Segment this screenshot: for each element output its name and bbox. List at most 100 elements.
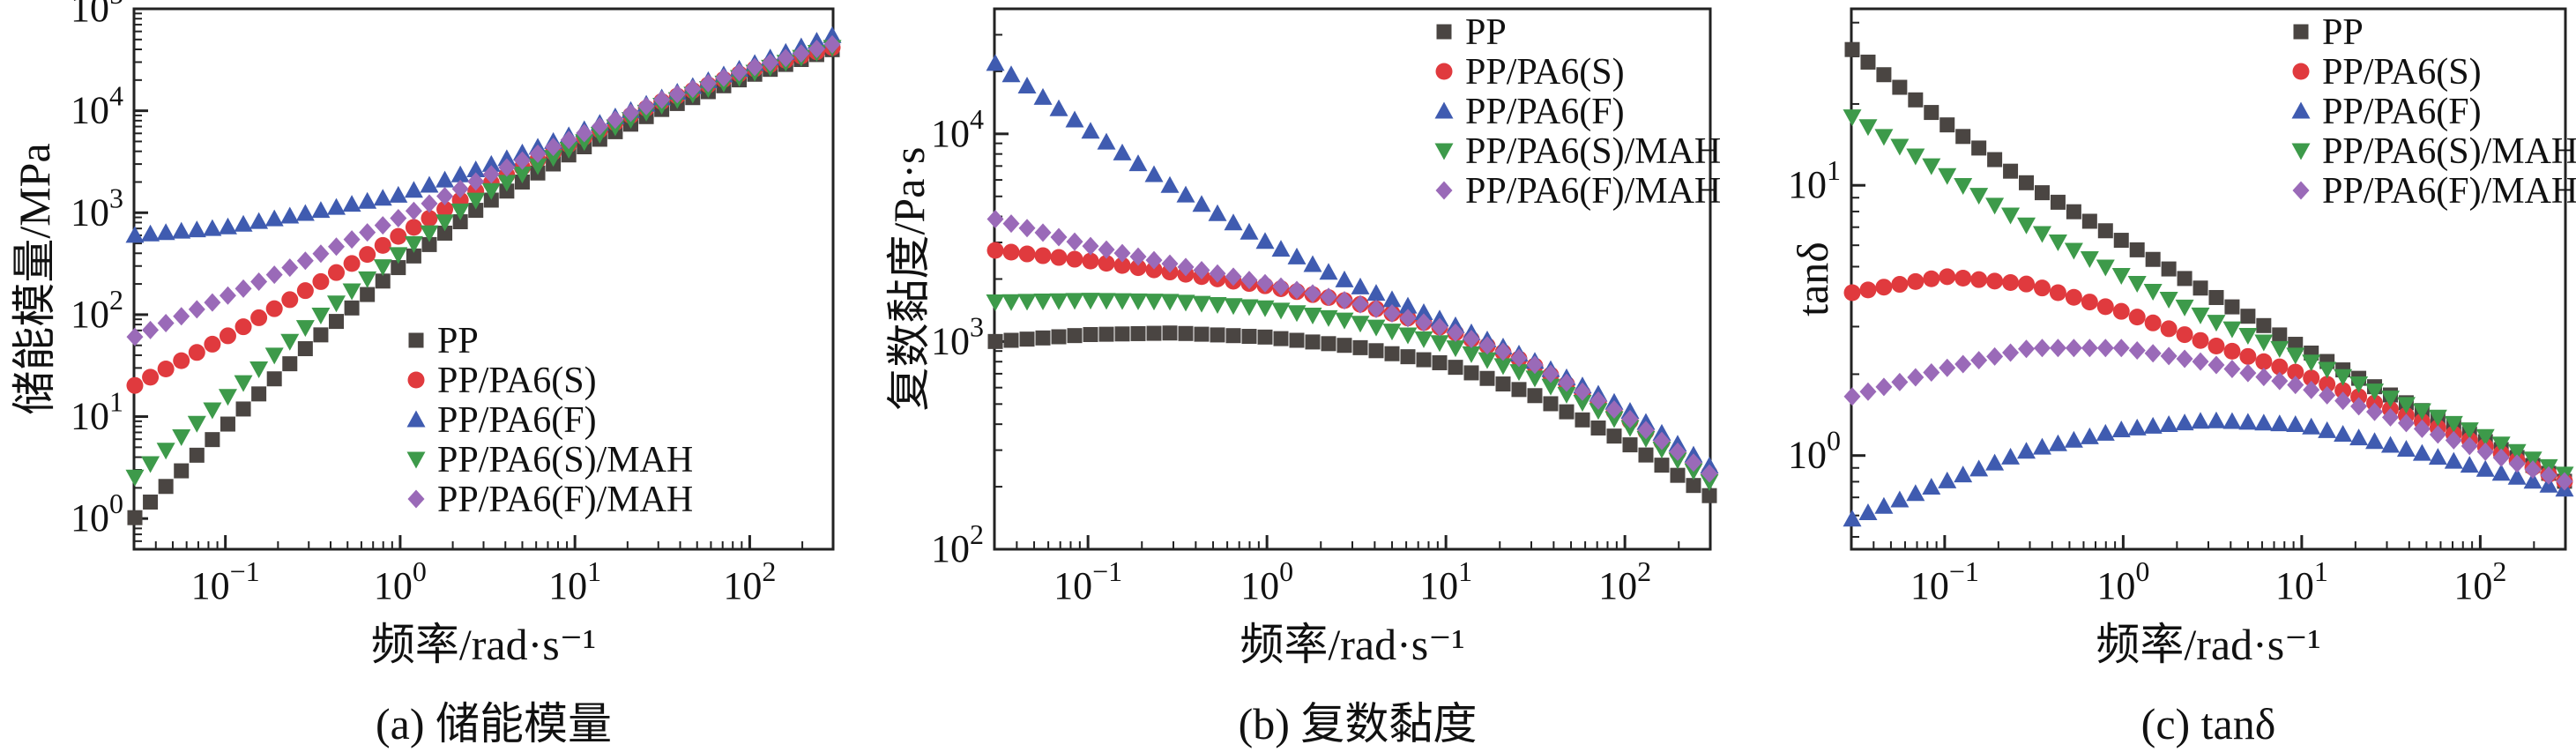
data-point: [1351, 294, 1369, 314]
data-point: [1050, 249, 1068, 266]
data-point: [1224, 213, 1243, 231]
data-point: [1320, 287, 1337, 307]
data-point: [421, 194, 438, 213]
data-point: [1971, 140, 1987, 156]
data-point: [2492, 448, 2510, 467]
data-point: [2222, 321, 2242, 339]
data-point: [2318, 421, 2337, 438]
data-point: [793, 44, 810, 63]
data-point: [1621, 409, 1639, 428]
data-point: [358, 271, 377, 288]
data-point: [2523, 451, 2542, 469]
data-point: [1113, 143, 1132, 160]
data-point: [1414, 302, 1433, 320]
data-point: [1987, 152, 2003, 168]
data-point: [1908, 92, 1924, 108]
data-point: [173, 352, 190, 369]
data-point: [2271, 358, 2289, 376]
data-point: [1305, 334, 1321, 350]
data-point: [1335, 312, 1354, 330]
legend-marker: [1436, 24, 1452, 40]
data-point: [1162, 325, 1178, 341]
data-point: [406, 248, 421, 264]
data-point: [1321, 336, 1336, 352]
x-tick-label: 101: [548, 555, 601, 607]
data-point: [2365, 383, 2385, 401]
data-point: [2002, 274, 2020, 292]
data-point: [1923, 363, 1940, 383]
data-point: [986, 294, 1005, 312]
data-point: [126, 327, 144, 346]
legend-label: PP/PA6(S): [437, 361, 597, 401]
data-point: [1019, 331, 1035, 347]
data-point: [1969, 188, 1989, 205]
legend-label: PP/PA6(S)/MAH: [2322, 131, 2576, 172]
data-point: [2080, 427, 2099, 444]
data-point: [1606, 428, 1622, 444]
data-point: [1986, 272, 2004, 290]
data-point: [1208, 204, 1227, 221]
series-pp-pa6-f-: [125, 26, 842, 243]
data-point: [2192, 352, 2209, 371]
data-point: [1938, 471, 1957, 488]
data-point: [1066, 250, 1083, 268]
data-point: [389, 247, 408, 264]
data-point: [1922, 158, 1941, 175]
y-tick-label: 103: [931, 310, 984, 362]
data-point: [986, 242, 1004, 259]
panel-complex-viscosity: 10−1 100 101 102 102 103 104 频率/rad·s⁻¹ 复数黏度/Pa·…: [884, 7, 1721, 748]
data-point: [1194, 326, 1210, 342]
data-point: [143, 494, 159, 510]
series-pp-pa6-f-mah: [1843, 339, 2573, 491]
data-point: [2032, 437, 2051, 455]
data-point: [2239, 363, 2257, 383]
data-point: [746, 57, 763, 77]
data-point: [1526, 355, 1544, 375]
x-tick-label: 101: [1419, 555, 1472, 607]
data-point: [2096, 259, 2115, 277]
data-point: [2238, 413, 2258, 430]
data-point: [1414, 331, 1433, 348]
data-point: [2380, 391, 2400, 408]
data-point: [2145, 251, 2161, 267]
data-point: [251, 386, 267, 402]
data-point: [250, 272, 268, 291]
data-point: [1416, 352, 1432, 368]
data-point: [1034, 247, 1052, 264]
data-point: [2111, 267, 2131, 285]
x-tick-label: 101: [2275, 555, 2328, 607]
data-point: [174, 463, 190, 479]
data-point: [2334, 391, 2352, 411]
data-point: [125, 469, 145, 487]
data-point: [344, 300, 360, 316]
data-point: [1527, 388, 1543, 404]
data-point: [1906, 484, 1925, 502]
data-point: [2240, 309, 2256, 324]
data-point: [497, 149, 517, 167]
data-point: [2397, 413, 2415, 433]
data-point: [1034, 223, 1052, 242]
data-point: [1875, 279, 1893, 296]
data-point: [1271, 240, 1291, 257]
series-pp-pa6-f-mah: [126, 34, 841, 346]
data-point: [1336, 338, 1352, 354]
data-point: [2033, 339, 2051, 358]
data-point: [1701, 464, 1718, 483]
data-point: [156, 223, 175, 241]
data-point: [281, 291, 299, 309]
data-point: [1637, 421, 1655, 440]
data-point: [987, 333, 1003, 349]
data-point: [2396, 440, 2416, 458]
data-point: [2081, 339, 2098, 358]
data-point: [1478, 336, 1496, 355]
data-point: [157, 314, 175, 333]
data-point: [1447, 323, 1464, 342]
legend-marker: [408, 332, 424, 348]
legend-marker: [1434, 101, 1454, 119]
data-point: [1574, 382, 1591, 401]
data-point: [264, 347, 284, 365]
data-point: [1160, 294, 1180, 311]
data-point: [297, 341, 313, 357]
data-point: [205, 432, 220, 448]
legend-label: PP: [437, 321, 479, 361]
